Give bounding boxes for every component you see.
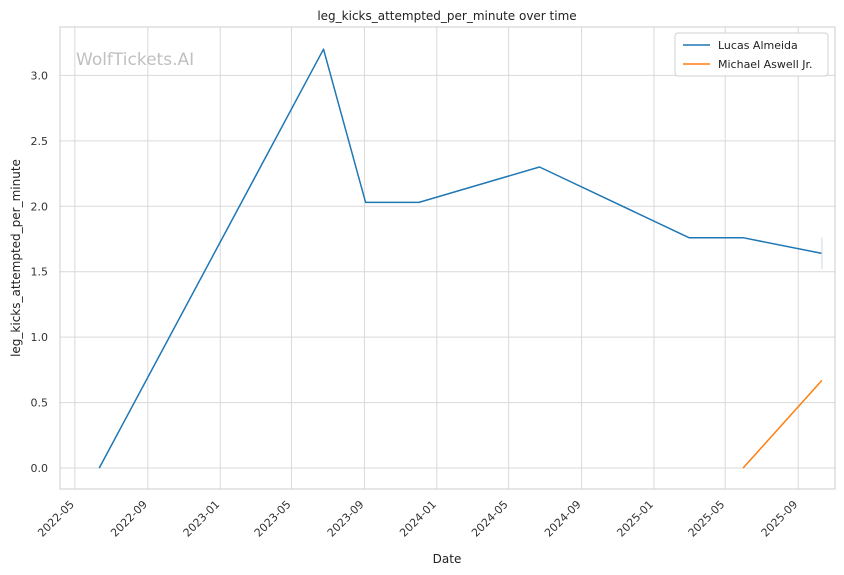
plot-area: [60, 27, 835, 489]
legend-label-lucas-almeida: Lucas Almeida: [718, 39, 798, 52]
x-tick-label-2023-09: 2023-09: [325, 498, 367, 540]
y-tick-label-6: 3.0: [31, 69, 49, 82]
watermark-text: WolfTickets.AI: [76, 50, 194, 70]
x-tick-label-2022-05: 2022-05: [35, 498, 77, 540]
plot-frame: [59, 26, 836, 490]
series-lines: [98, 48, 823, 469]
y-tick-label-5: 2.5: [31, 135, 49, 148]
y-tick-label-2: 1.0: [31, 331, 49, 344]
x-tick-label-2024-01: 2024-01: [397, 498, 439, 540]
x-axis-ticks: 2022-05 2022-09 2023-01 2023-05 2023-09 2024-…: [35, 498, 800, 540]
x-tick-label-2025-05: 2025-05: [686, 498, 728, 540]
series-line-michael-aswell-jr: [742, 379, 823, 469]
x-tick-label-2022-09: 2022-09: [108, 498, 150, 540]
x-tick-label-2024-05: 2024-05: [469, 498, 511, 540]
y-tick-label-1: 0.5: [31, 397, 49, 410]
y-tick-label-3: 1.5: [31, 266, 49, 279]
y-tick-label-4: 2.0: [31, 200, 49, 213]
series-line-lucas-almeida: [98, 48, 823, 469]
x-axis-title: Date: [433, 552, 462, 566]
x-tick-label-2023-05: 2023-05: [252, 498, 294, 540]
chart-title: leg_kicks_attempted_per_minute over time: [317, 9, 576, 23]
x-tick-label-2025-01: 2025-01: [614, 498, 656, 540]
legend-box: [674, 32, 829, 77]
legend: Lucas Almeida Michael Aswell Jr.: [674, 32, 829, 77]
x-tick-label-2024-09: 2024-09: [542, 498, 584, 540]
x-tick-label-2023-01: 2023-01: [181, 498, 223, 540]
legend-label-michael-aswell-jr: Michael Aswell Jr.: [718, 58, 813, 71]
grid-lines: [60, 27, 835, 489]
y-axis-title: leg_kicks_attempted_per_minute: [9, 159, 23, 357]
x-tick-label-2025-09: 2025-09: [759, 498, 801, 540]
y-axis-ticks: 0.0 0.5 1.0 1.5 2.0 2.5 3.0: [31, 69, 49, 475]
y-tick-label-0: 0.0: [31, 462, 49, 475]
